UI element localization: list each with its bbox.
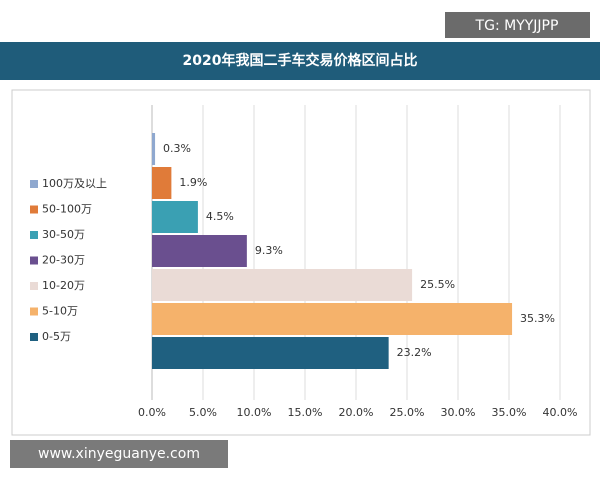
bar [152,269,413,301]
value-label: 1.9% [179,176,207,189]
bar [152,303,513,335]
watermark-box [10,440,228,468]
value-label: 25.5% [420,278,455,291]
title-bar [0,42,600,80]
legend-swatch [30,282,38,290]
legend-swatch [30,205,38,214]
value-label: 0.3% [163,142,191,155]
legend-label: 0-5万 [42,330,71,343]
bar [152,133,156,165]
legend-label: 50-100万 [42,203,92,216]
bar [152,235,247,267]
legend-label: 20-30万 [42,254,85,267]
x-tick-label: 15.0% [288,406,323,419]
bar [152,337,389,369]
x-tick-label: 40.0% [543,406,578,419]
value-label: 4.5% [206,210,234,223]
x-tick-label: 30.0% [441,406,476,419]
legend-swatch [30,180,38,188]
chart-title: 2020年我国二手车交易价格区间占比 [183,52,418,69]
legend-label: 30-50万 [42,228,85,241]
watermark-box [445,12,590,38]
x-tick-label: 20.0% [339,406,374,419]
value-label: 23.2% [397,346,432,359]
legend-swatch [30,231,38,239]
x-tick-label: 35.0% [492,406,527,419]
bar [152,167,172,199]
plot-panel [11,89,591,436]
watermark: TG: MYYJJPP [475,18,559,34]
legend-label: 100万及以上 [42,177,107,190]
x-tick-label: 10.0% [237,406,272,419]
legend-label: 5-10万 [42,305,78,318]
watermark: www.xinyeguanye.com [38,446,200,462]
legend-swatch [30,307,38,316]
legend-swatch [30,256,38,265]
x-tick-label: 0.0% [138,406,166,419]
bar [152,201,198,233]
x-tick-label: 25.0% [390,406,425,419]
legend-label: 10-20万 [42,279,85,292]
value-label: 35.3% [520,312,555,325]
legend-swatch [30,333,38,341]
value-label: 9.3% [255,244,283,257]
x-tick-label: 5.0% [189,406,217,419]
